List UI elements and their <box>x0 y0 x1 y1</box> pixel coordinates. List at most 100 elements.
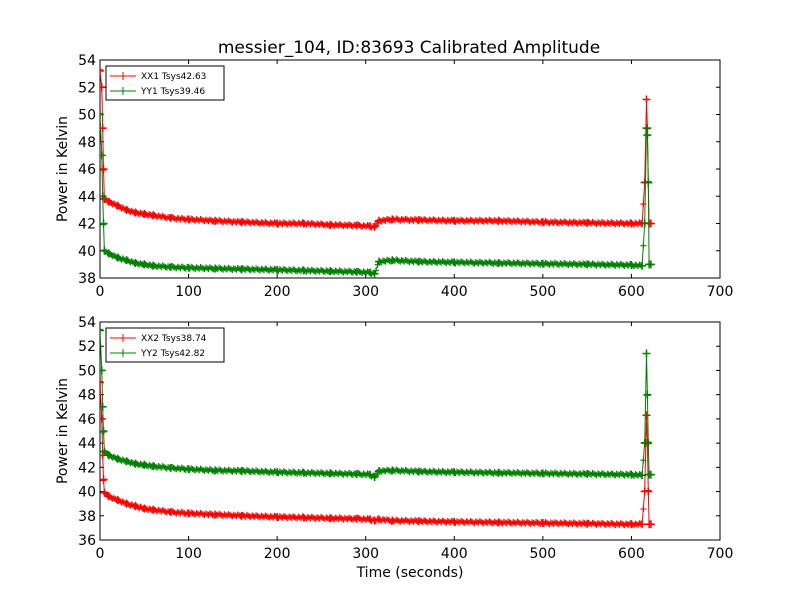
y-tick-label: 42 <box>78 460 96 476</box>
data-point <box>642 124 651 133</box>
x-tick-label: 700 <box>707 546 734 562</box>
data-point <box>100 402 107 411</box>
data-point <box>100 447 109 456</box>
data-point <box>388 466 397 475</box>
data-point <box>131 459 140 468</box>
y-tick-label: 54 <box>78 53 96 69</box>
data-point <box>642 349 651 358</box>
data-point <box>326 267 335 276</box>
data-point <box>100 110 104 119</box>
x-tick-label: 400 <box>441 546 468 562</box>
data-point <box>494 259 503 268</box>
y-tick-label: 46 <box>78 162 96 178</box>
data-point <box>583 260 592 269</box>
legend: XX1 Tsys42.63 YY1 Tsys39.46 <box>105 65 225 101</box>
data-point <box>366 515 375 524</box>
data-point <box>149 261 158 270</box>
data-point <box>450 258 459 267</box>
data-point <box>583 519 592 528</box>
data-point <box>100 366 106 375</box>
data-point <box>140 260 149 269</box>
data-point <box>627 261 636 270</box>
x-tick-label: 0 <box>96 284 105 300</box>
y-tick-label: 44 <box>78 189 96 205</box>
data-point <box>644 178 653 187</box>
data-point <box>273 265 282 274</box>
data-point <box>646 520 655 529</box>
data-point <box>494 216 503 225</box>
y-tick-label: 40 <box>78 244 96 260</box>
bottom-subplot: 0 100 200 300 400 500 600 700 36 38 40 42 44 46 48 50 52… <box>55 315 733 581</box>
data-point <box>414 216 423 225</box>
legend-label: XX2 Tsys38.74 <box>141 334 207 344</box>
x-tick-label: 600 <box>618 546 645 562</box>
y-tick-label: 52 <box>78 80 96 96</box>
data-point <box>149 505 158 514</box>
x-tick-label: 100 <box>175 284 202 300</box>
data-point <box>643 390 652 399</box>
data-point <box>627 219 636 228</box>
y-axis-label: Power in Kelvin <box>55 116 71 222</box>
legend-box <box>105 65 225 101</box>
y-tick-label: 42 <box>78 217 96 233</box>
data-point <box>326 514 335 523</box>
data-point <box>388 256 397 265</box>
data-point <box>538 259 547 268</box>
data-point <box>122 205 131 214</box>
data-point <box>375 257 383 266</box>
data-point <box>494 468 503 477</box>
data-point <box>100 83 106 92</box>
data-point <box>211 510 220 519</box>
data-point <box>113 496 122 505</box>
data-point <box>352 514 361 523</box>
data-point <box>166 214 175 223</box>
x-axis-label: Time (seconds) <box>356 565 464 581</box>
series-group <box>100 326 655 529</box>
data-point <box>140 209 149 218</box>
data-point <box>352 221 361 230</box>
data-point <box>237 466 246 475</box>
legend-label: YY1 Tsys39.46 <box>140 87 205 97</box>
data-point <box>140 504 149 513</box>
data-point <box>375 216 383 225</box>
data-point <box>627 470 636 479</box>
data-point <box>237 511 246 520</box>
data-point <box>211 264 220 273</box>
data-point <box>326 469 335 478</box>
data-point <box>211 216 220 225</box>
data-point <box>166 508 175 517</box>
x-tick-label: 200 <box>264 284 291 300</box>
data-point <box>646 470 655 479</box>
data-point <box>100 165 108 173</box>
data-point <box>100 378 104 387</box>
top-subplot: 0 100 200 300 400 500 600 700 38 40 42 44 46 48 50 52 54… <box>55 53 733 300</box>
data-point <box>149 211 158 220</box>
data-point <box>100 414 106 423</box>
data-point <box>113 253 122 262</box>
x-tick-label: 0 <box>96 546 105 562</box>
data-point <box>642 411 651 420</box>
x-tick-label: 300 <box>352 284 379 300</box>
data-point <box>370 269 379 278</box>
data-point <box>299 513 308 522</box>
data-point <box>273 512 282 521</box>
data-point <box>643 130 652 139</box>
x-tick-label: 300 <box>352 546 379 562</box>
legend: XX2 Tsys38.74 YY2 Tsys42.82 <box>105 327 225 363</box>
data-point <box>538 519 547 528</box>
data-point <box>100 246 109 255</box>
data-point <box>166 263 175 272</box>
data-point <box>273 468 282 477</box>
legend-swatch-marker <box>119 349 127 357</box>
data-point <box>184 215 193 224</box>
data-point <box>100 151 106 160</box>
data-point <box>104 492 113 501</box>
data-point <box>237 265 246 274</box>
x-tick-label: 200 <box>264 546 291 562</box>
data-point <box>450 517 459 526</box>
data-point <box>104 451 113 460</box>
data-point <box>100 192 107 201</box>
data-point <box>273 219 282 228</box>
data-point <box>122 457 131 466</box>
